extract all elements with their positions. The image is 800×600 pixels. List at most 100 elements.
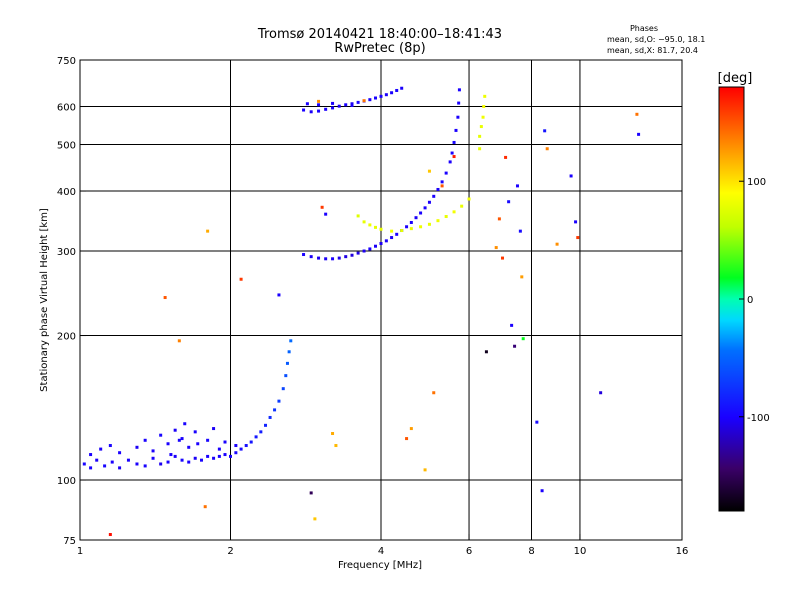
data-point xyxy=(229,454,232,458)
data-point xyxy=(390,91,394,95)
data-point xyxy=(405,437,409,441)
data-point xyxy=(362,99,366,103)
data-point xyxy=(143,464,147,468)
data-point xyxy=(427,200,431,204)
x-tick-label: 8 xyxy=(528,546,534,557)
stats-title: Phases xyxy=(630,24,658,33)
data-point xyxy=(419,225,423,229)
data-point xyxy=(356,251,360,255)
x-tick-label: 16 xyxy=(676,546,689,557)
data-point xyxy=(448,160,452,164)
data-point xyxy=(427,222,431,226)
data-point xyxy=(576,236,580,240)
x-tick-label: 1 xyxy=(77,546,83,557)
data-point xyxy=(309,110,313,114)
x-axis-label: Frequency [MHz] xyxy=(338,560,422,571)
y-tick-label: 600 xyxy=(57,103,76,114)
data-point xyxy=(436,219,440,223)
data-point xyxy=(450,151,454,155)
data-point xyxy=(494,246,498,250)
data-point xyxy=(331,257,335,261)
data-point xyxy=(379,94,383,98)
data-point xyxy=(452,210,456,214)
data-point xyxy=(277,399,281,403)
data-point xyxy=(484,350,488,354)
data-point xyxy=(203,505,207,509)
x-tick-label: 10 xyxy=(574,546,587,557)
data-point xyxy=(337,104,341,108)
data-point xyxy=(362,220,366,224)
data-point xyxy=(212,427,216,431)
colorbar-tick-label: -100 xyxy=(747,413,770,424)
x-tick-label: 4 xyxy=(378,546,384,557)
data-point xyxy=(135,462,139,466)
data-point xyxy=(456,115,460,119)
data-point xyxy=(196,442,200,446)
data-point xyxy=(313,517,317,521)
y-tick-label: 75 xyxy=(63,536,76,547)
data-point xyxy=(317,256,321,260)
data-point xyxy=(545,147,549,151)
data-point xyxy=(89,453,93,457)
data-point xyxy=(334,444,338,448)
data-point xyxy=(82,462,86,466)
data-point xyxy=(356,100,360,104)
data-point xyxy=(350,253,354,257)
data-point xyxy=(163,296,167,300)
data-point xyxy=(460,204,464,208)
data-point xyxy=(478,147,482,151)
data-point xyxy=(206,229,210,233)
data-point xyxy=(423,206,427,210)
data-points xyxy=(82,86,641,537)
data-point xyxy=(395,88,399,92)
data-point xyxy=(159,433,163,437)
x-axis: 1 2 4 6 8 10 16 xyxy=(77,534,689,557)
data-point xyxy=(467,197,471,201)
data-point xyxy=(177,339,181,343)
data-point xyxy=(504,155,508,159)
y-tick-label: 100 xyxy=(57,476,76,487)
data-point xyxy=(569,174,573,178)
y-tick-label: 300 xyxy=(57,247,76,258)
data-point xyxy=(368,247,372,251)
data-point xyxy=(344,103,348,107)
data-point xyxy=(637,132,641,136)
data-point xyxy=(324,107,328,111)
data-point xyxy=(217,447,221,451)
data-point xyxy=(206,438,210,442)
data-point xyxy=(599,391,603,395)
data-point xyxy=(368,98,372,102)
data-point xyxy=(177,438,181,442)
data-point xyxy=(518,229,522,233)
data-point xyxy=(324,257,328,261)
y-axis-label: Stationary phase Virtual Height [km] xyxy=(39,208,50,392)
data-point xyxy=(110,460,114,464)
data-point xyxy=(135,445,139,449)
data-point xyxy=(440,184,444,188)
y-tick-label: 200 xyxy=(57,332,76,343)
data-point xyxy=(483,94,487,98)
data-point xyxy=(206,454,210,458)
data-point xyxy=(452,140,456,144)
data-point xyxy=(143,438,147,442)
data-point xyxy=(173,428,177,432)
colorbar-label: [deg] xyxy=(718,71,753,86)
data-point xyxy=(166,460,170,464)
data-point xyxy=(183,422,187,426)
data-point xyxy=(180,437,184,441)
data-point xyxy=(305,102,309,106)
data-point xyxy=(317,109,321,113)
data-point xyxy=(337,256,341,260)
data-point xyxy=(374,225,378,229)
data-point xyxy=(427,169,431,173)
data-point xyxy=(513,344,517,348)
data-point xyxy=(390,236,394,240)
data-point xyxy=(95,458,99,462)
data-point xyxy=(331,432,335,436)
data-point xyxy=(285,361,289,365)
data-point xyxy=(259,430,263,434)
data-point xyxy=(193,430,197,434)
y-axis: 75 100 200 300 400 500 600 750 xyxy=(57,56,86,547)
data-point xyxy=(118,451,122,455)
data-point xyxy=(419,211,423,215)
